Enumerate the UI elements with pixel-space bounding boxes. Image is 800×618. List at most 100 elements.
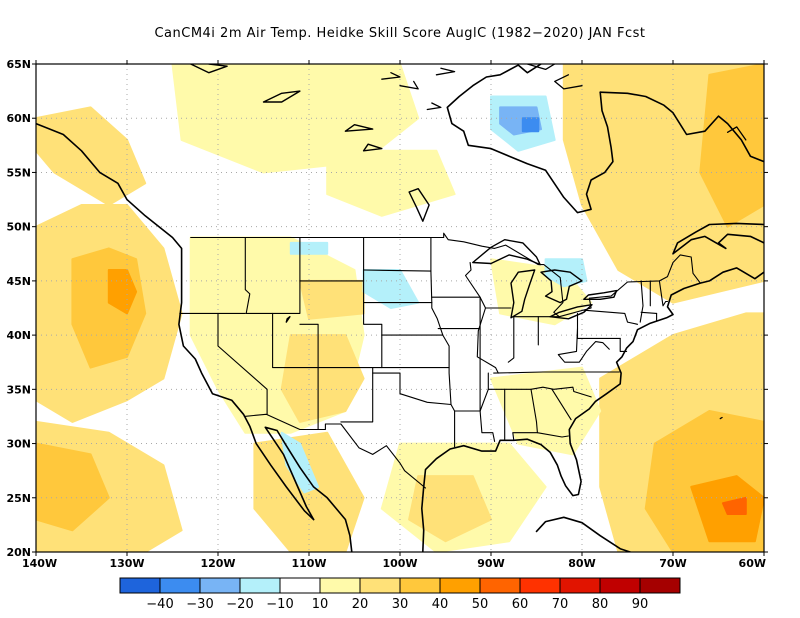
- lon-label: 140W: [22, 557, 57, 570]
- lon-label: 80W: [568, 557, 595, 570]
- lake-outline: [189, 64, 228, 74]
- longitude-axis: 140W 130W 120W 110W 100W 90W 80W 70W 60W: [22, 60, 766, 570]
- lon-label: 100W: [382, 557, 417, 570]
- colorbar-swatch: [159, 577, 201, 594]
- lake-outline: [472, 238, 541, 266]
- political-border: [551, 388, 572, 421]
- region-atlantic-peak: [722, 496, 747, 515]
- skill-score-fields: [36, 64, 764, 552]
- coastline: [446, 64, 614, 214]
- lake-outline: [285, 316, 291, 323]
- region-mexico-west: [253, 431, 365, 552]
- colorbar-swatch: [359, 577, 401, 594]
- lat-label: 20N: [6, 546, 31, 559]
- coastline: [420, 267, 764, 552]
- colorbar-label: 10: [312, 597, 329, 612]
- political-border: [476, 307, 499, 374]
- lon-label: 110W: [291, 557, 326, 570]
- political-border: [640, 311, 658, 314]
- lon-label: 60W: [739, 557, 766, 570]
- colorbar-label: 20: [352, 597, 369, 612]
- political-border: [658, 280, 669, 307]
- island-outline: [726, 126, 747, 141]
- coastline: [672, 222, 764, 255]
- colorbar-label: 70: [552, 597, 569, 612]
- lon-label: 70W: [659, 557, 686, 570]
- island-outline: [600, 568, 614, 573]
- political-border: [243, 413, 427, 489]
- political-border: [487, 386, 592, 398]
- lat-label: 40N: [6, 329, 31, 342]
- political-border: [340, 372, 374, 423]
- political-border: [317, 236, 383, 431]
- lake-outline: [583, 289, 618, 300]
- island-outline: [399, 80, 419, 90]
- colorbar-label: 30: [392, 597, 409, 612]
- island-outline: [554, 74, 583, 90]
- political-border: [190, 232, 701, 318]
- lat-label: 25N: [6, 492, 31, 505]
- colorbar-label: −20: [226, 597, 253, 612]
- lake-outline: [510, 269, 536, 319]
- political-border: [619, 337, 628, 352]
- political-border: [217, 312, 268, 415]
- political-border: [493, 371, 620, 374]
- geography-lines: [36, 64, 764, 573]
- colorbar-labels: −40 −30 −20 −10 10 20 30 40 50 60 70 80 90: [146, 597, 648, 612]
- lake-outline: [344, 123, 374, 132]
- lat-label: 60N: [6, 112, 31, 125]
- region-pacific-south-core: [36, 442, 110, 532]
- lat-label: 65N: [6, 58, 31, 71]
- colorbar-label: 80: [592, 597, 609, 612]
- colorbar-swatch: [319, 577, 361, 594]
- colorbar-swatch: [479, 577, 521, 594]
- coastline: [36, 122, 315, 521]
- colorbar-swatch: [119, 577, 161, 594]
- colorbar-label: 90: [632, 597, 649, 612]
- colorbar-swatch: [519, 577, 561, 594]
- colorbar-swatch: [439, 577, 481, 594]
- colorbar-swatch: [279, 577, 321, 594]
- political-border: [639, 280, 644, 323]
- lon-label: 120W: [200, 557, 235, 570]
- coastline: [264, 426, 353, 552]
- colorbar-label: 40: [432, 597, 449, 612]
- island-outline: [435, 67, 456, 76]
- colorbar-swatch: [599, 577, 641, 594]
- political-border: [363, 269, 432, 272]
- lon-label: 130W: [109, 557, 144, 570]
- colorbar-label: 60: [512, 597, 529, 612]
- coastline: [599, 91, 764, 163]
- island-outline: [526, 64, 556, 71]
- colorbar-swatch: [399, 577, 441, 594]
- political-border: [479, 372, 489, 412]
- lat-label: 55N: [6, 166, 31, 179]
- region-labrador-core: [699, 64, 764, 228]
- political-border: [372, 367, 452, 406]
- colorbar-swatch: [199, 577, 241, 594]
- lat-label: 50N: [6, 221, 31, 234]
- political-border: [464, 261, 481, 298]
- political-border: [454, 410, 496, 442]
- political-border: [507, 316, 515, 363]
- region-pacific-max: [107, 269, 138, 315]
- political-border: [576, 312, 621, 339]
- lake-outline: [549, 304, 593, 320]
- political-border: [557, 328, 610, 363]
- colorbar: [119, 577, 681, 594]
- colorbar-swatch: [639, 577, 681, 594]
- lat-label: 45N: [6, 275, 31, 288]
- lake-outline: [362, 143, 383, 152]
- lon-label: 90W: [477, 557, 504, 570]
- colorbar-swatch: [559, 577, 601, 594]
- map-title: CanCM4i 2m Air Temp. Heidke Skill Score …: [154, 26, 646, 41]
- island-outline: [381, 72, 401, 80]
- political-border: [536, 432, 569, 438]
- region-hudson-coldest: [521, 117, 540, 133]
- lake-outline: [540, 269, 583, 304]
- colorbar-swatch: [239, 577, 281, 594]
- region-canada-central: [326, 149, 456, 217]
- political-border: [583, 309, 639, 325]
- political-border: [431, 296, 512, 309]
